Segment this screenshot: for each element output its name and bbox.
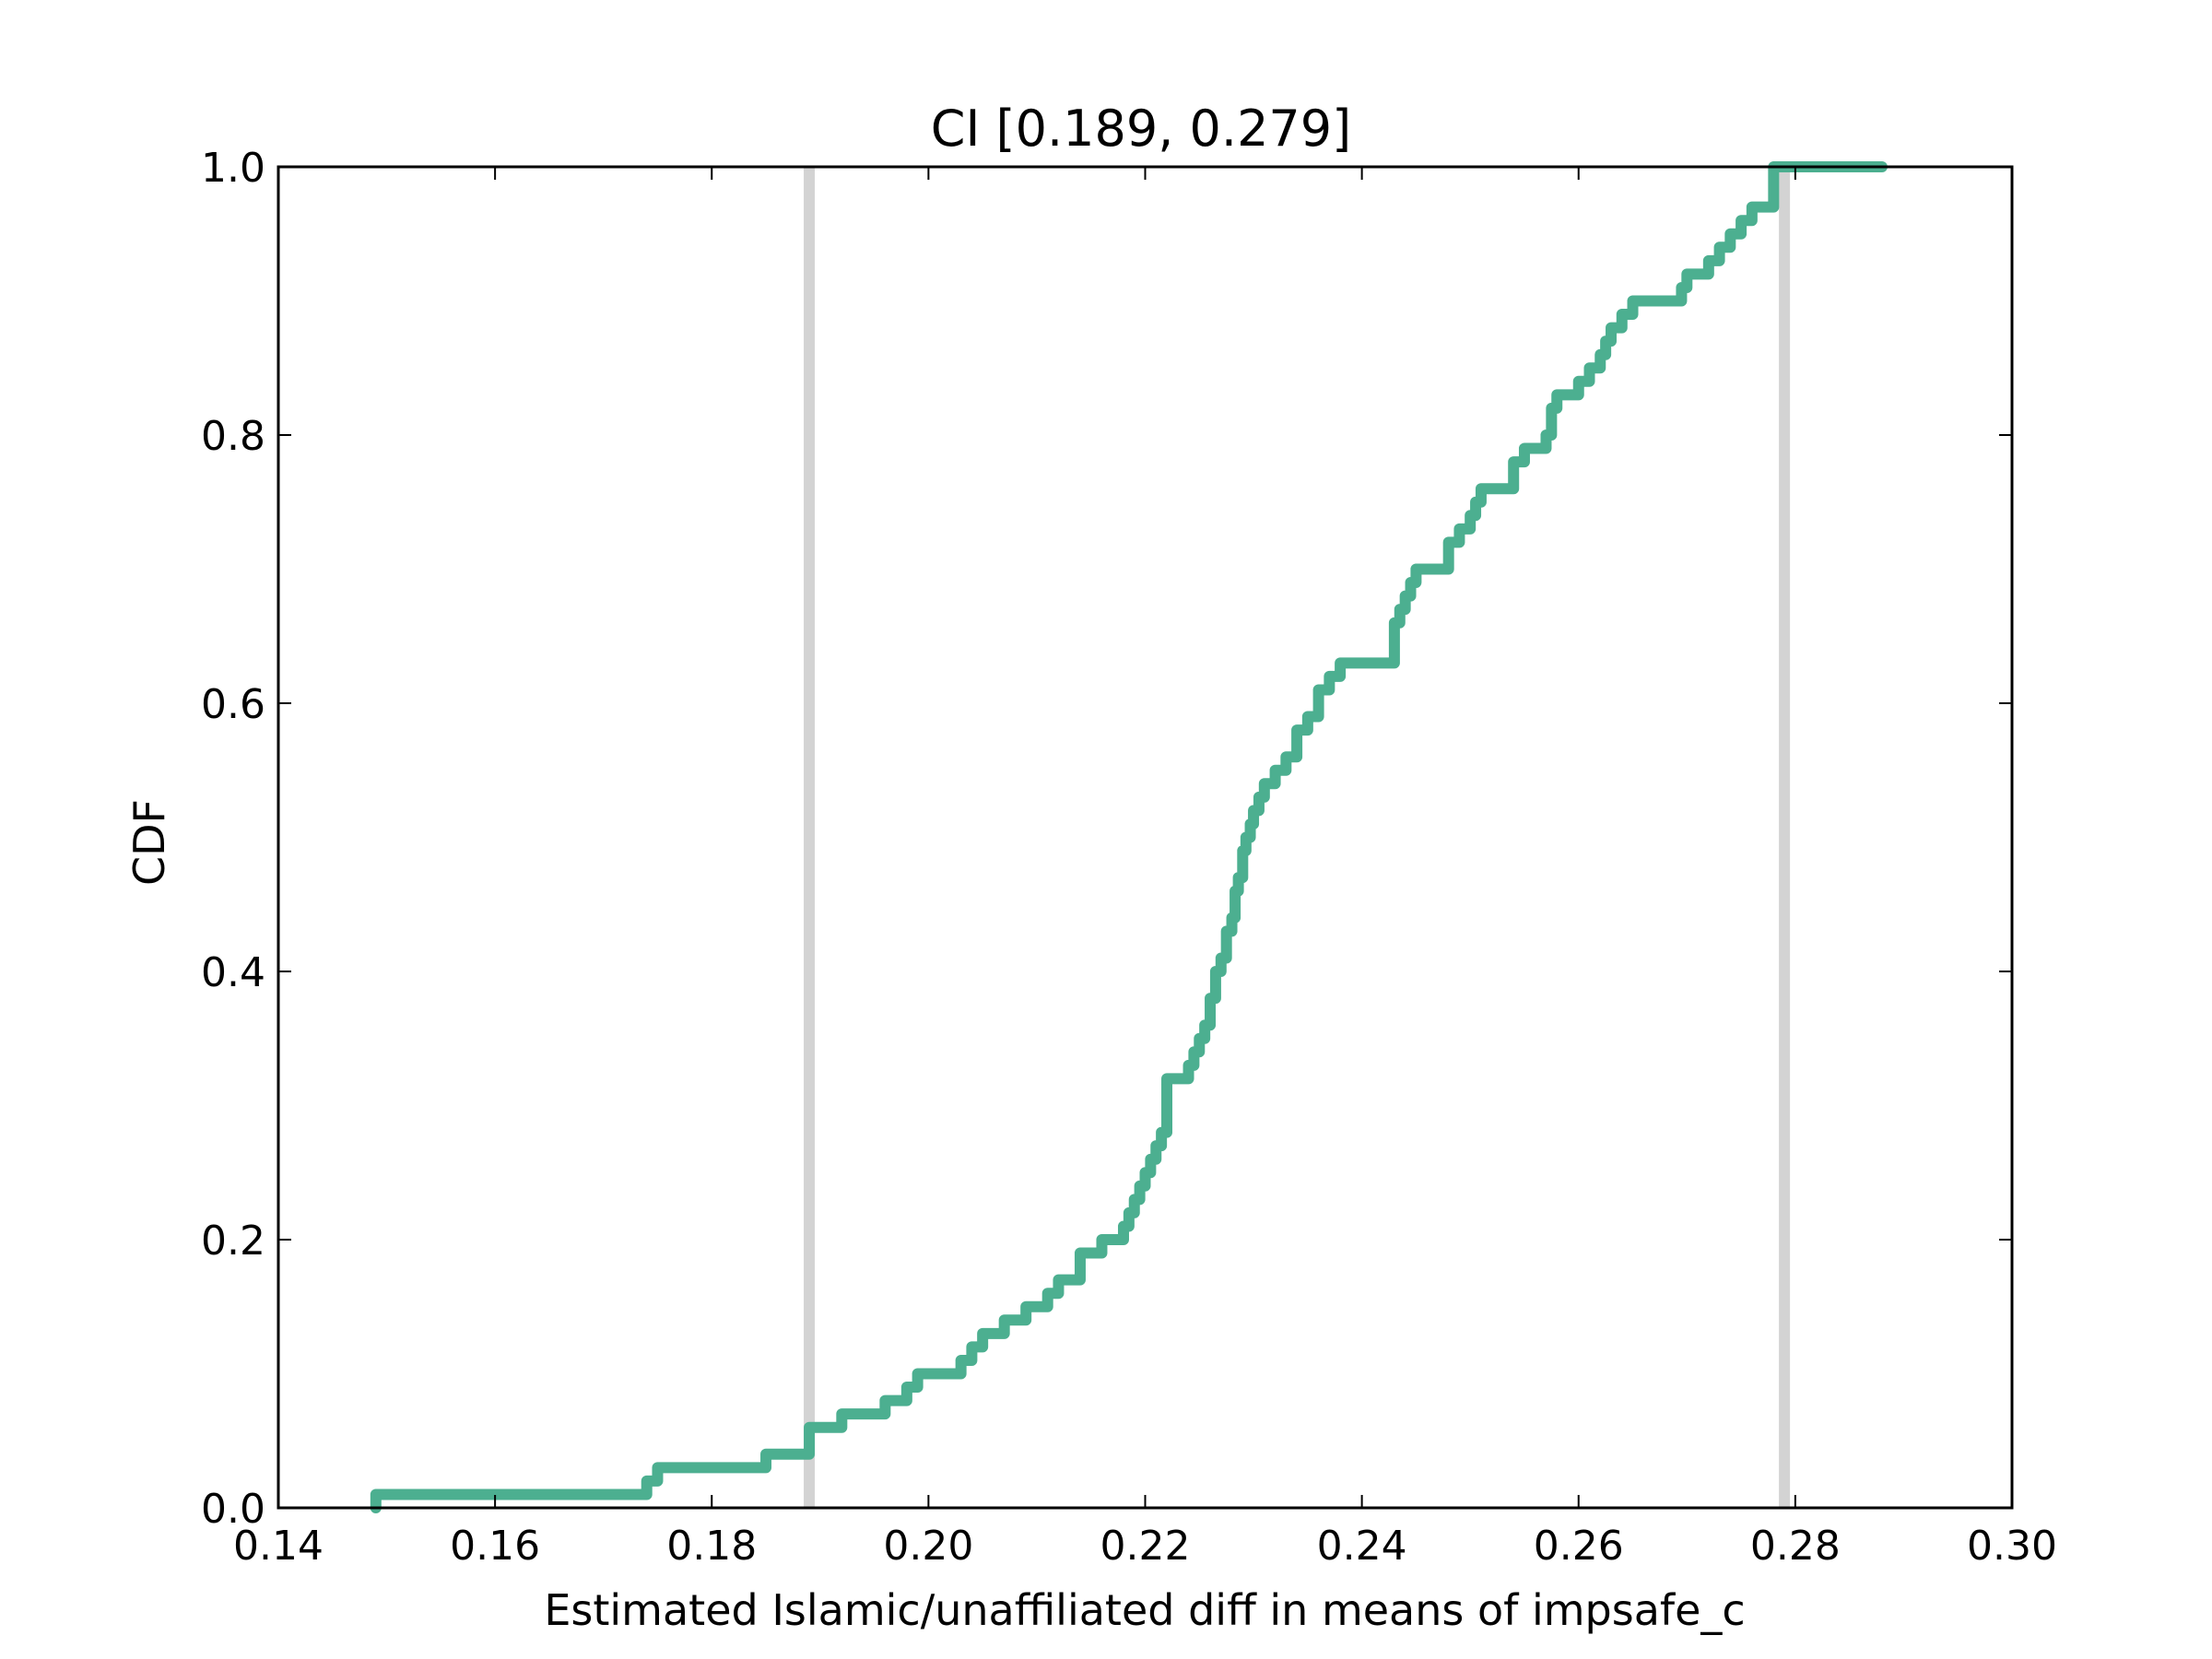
cdf-series xyxy=(370,161,1888,1513)
x-tick-label: 0.16 xyxy=(450,1523,540,1570)
y-tick-label: 0.6 xyxy=(201,681,265,728)
x-tick-label: 0.14 xyxy=(233,1523,324,1570)
x-axis-label: Estimated Islamic/unaffiliated diff in m… xyxy=(544,1585,1745,1635)
confidence-interval-lines xyxy=(804,167,1791,1508)
cdf-step-line xyxy=(370,161,1888,1513)
y-tick-label: 1.0 xyxy=(201,145,265,192)
y-tick-label: 0.0 xyxy=(201,1486,265,1533)
x-axis-ticks: 0.14 0.16 0.18 0.20 0.22 0.24 0.26 0.28 0.30 xyxy=(233,167,2057,1570)
y-tick-label: 0.4 xyxy=(201,949,265,996)
y-axis-label: CDF xyxy=(124,799,174,886)
x-tick-label: 0.26 xyxy=(1534,1523,1624,1570)
x-tick-label: 0.20 xyxy=(883,1523,973,1570)
x-tick-label: 0.30 xyxy=(1967,1523,2057,1570)
x-tick-label: 0.28 xyxy=(1750,1523,1841,1570)
y-axis-ticks: 0.0 0.2 0.4 0.6 0.8 1.0 xyxy=(201,145,2012,1533)
y-tick-label: 0.2 xyxy=(201,1218,265,1265)
x-tick-label: 0.18 xyxy=(666,1523,757,1570)
chart-title: CI [0.189, 0.279] xyxy=(931,100,1351,158)
x-tick-label: 0.24 xyxy=(1317,1523,1407,1570)
x-tick-label: 0.22 xyxy=(1100,1523,1191,1570)
y-tick-label: 0.8 xyxy=(201,413,265,460)
